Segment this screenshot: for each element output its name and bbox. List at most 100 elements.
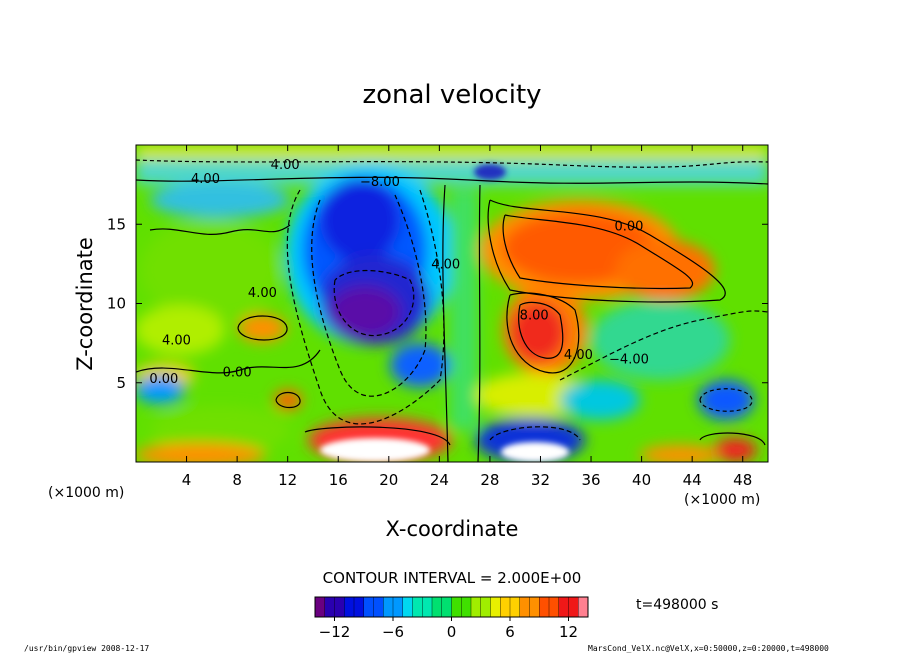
contour-line <box>311 194 427 397</box>
contour-label: 4.00 <box>564 348 593 363</box>
chart-title: zonal velocity <box>362 80 541 110</box>
top-band <box>136 145 768 159</box>
contour-label: 4.00 <box>162 334 191 349</box>
contour-line <box>333 270 415 337</box>
colorbar-swatch <box>373 597 384 617</box>
colorbar-swatch <box>578 597 589 617</box>
surface-white-min <box>501 442 569 462</box>
colorbar-swatch <box>402 597 413 617</box>
contour-label: 4.00 <box>248 286 277 301</box>
surface-orange-left <box>136 443 265 462</box>
surface-white-max <box>320 438 430 462</box>
jet-upper-core <box>320 178 400 262</box>
contour-line <box>699 388 753 412</box>
x-tick-label: 32 <box>531 471 550 489</box>
contour-line <box>237 315 288 341</box>
east-lower-core <box>510 302 566 362</box>
contour-label: −4.00 <box>609 353 649 368</box>
colorbar-swatch <box>480 597 491 617</box>
contour-label: 0.00 <box>223 365 252 380</box>
colorbar-swatch <box>461 597 472 617</box>
left-blue-patch <box>136 376 185 404</box>
z-unit-right: (×1000 m) <box>684 492 760 508</box>
contour-line <box>136 176 768 185</box>
contour-line <box>699 432 766 446</box>
left-green <box>140 220 280 320</box>
contour-label: 4.00 <box>271 158 300 173</box>
contour-line <box>275 391 301 409</box>
y-axis-title: Z-coordinate <box>73 237 97 371</box>
colorbar-swatch <box>383 597 394 617</box>
time-label: t=498000 s <box>636 597 718 613</box>
contour-line <box>489 426 581 441</box>
surface-orange-right <box>640 445 720 462</box>
colorbar-swatch <box>471 597 482 617</box>
contour-labels: 4.00 4.00 −8.00 4.00 4.00 4.00 0.00 0.00 8.00 4.0… <box>149 158 649 387</box>
jet-purple-core <box>329 286 401 338</box>
surface-red-right <box>713 438 757 462</box>
colorbar-tick-label: −6 <box>382 623 404 641</box>
colorbar-swatch <box>500 597 511 617</box>
contour-line <box>286 189 445 425</box>
contour-line <box>136 349 321 374</box>
x-unit-left: (×1000 m) <box>48 485 124 501</box>
right-blue-blob <box>698 380 754 420</box>
x-tick-label: 16 <box>329 471 348 489</box>
plot-area: 4.00 4.00 −8.00 4.00 4.00 4.00 0.00 0.00 8.00 4.0… <box>135 144 769 463</box>
contour-label: 8.00 <box>520 308 549 323</box>
colorbar-swatch <box>558 597 569 617</box>
colorbar-swatch <box>549 597 560 617</box>
x-tick-label: 8 <box>232 471 242 489</box>
x-axis: 4 8 12 16 20 24 28 32 36 40 44 48 <box>182 145 752 489</box>
colorbar-swatch <box>529 597 540 617</box>
colorbar-tick-label: 12 <box>559 623 578 641</box>
y-axis: 5 10 15 <box>107 215 768 392</box>
left-yellowgreen <box>136 305 225 355</box>
colorbar-tick-label: 0 <box>447 623 457 641</box>
contour-line <box>442 184 449 462</box>
contour-line <box>149 224 291 235</box>
lower-left-green <box>150 406 290 454</box>
right-cyan-patch <box>560 380 640 420</box>
x-tick-label: 36 <box>581 471 600 489</box>
right-cyan-green <box>590 300 730 380</box>
contour-label: −8.00 <box>360 175 400 190</box>
central-channel <box>450 190 478 430</box>
x-tick-label: 28 <box>480 471 499 489</box>
colorbar-swatch <box>324 597 335 617</box>
colorbar-swatch <box>354 597 365 617</box>
x-tick-label: 44 <box>683 471 702 489</box>
contour-line <box>304 426 451 446</box>
footer-right: MarsCond_VelX.nc@VelX,x=0:50000,z=0:2000… <box>588 644 829 653</box>
colorbar-swatch <box>441 597 452 617</box>
y-tick-label: 10 <box>107 295 126 313</box>
contour-line <box>502 214 694 290</box>
contour-line <box>506 292 580 374</box>
small-orange-blob <box>274 390 302 410</box>
x-tick-label: 48 <box>733 471 752 489</box>
velocity-field <box>136 145 768 462</box>
contour-lines <box>136 159 768 462</box>
colorbar-swatch <box>334 597 345 617</box>
colorbar-swatch <box>510 597 521 617</box>
y-tick-label: 15 <box>107 215 126 233</box>
x-tick-label: 24 <box>430 471 449 489</box>
colorbar-swatch <box>519 597 530 617</box>
colorbar-swatch <box>539 597 550 617</box>
colorbar-swatch <box>393 597 404 617</box>
x-tick-label: 20 <box>379 471 398 489</box>
x-tick-label: 40 <box>632 471 651 489</box>
contour-line <box>559 310 768 381</box>
east-upper-tail <box>615 240 715 300</box>
extreme-cores <box>320 164 569 462</box>
colorbar-swatch <box>568 597 579 617</box>
x-axis-title: X-coordinate <box>386 517 519 541</box>
contour-label: 4.00 <box>431 258 460 273</box>
colorbar-swatch <box>422 597 433 617</box>
contour-label: 0.00 <box>149 372 178 387</box>
contour-label: 4.00 <box>191 172 220 187</box>
colorbar-tick-label: 6 <box>505 623 515 641</box>
contour-label: 0.00 <box>614 220 643 235</box>
colorbar-swatch <box>315 597 326 617</box>
colorbar-swatch <box>344 597 355 617</box>
